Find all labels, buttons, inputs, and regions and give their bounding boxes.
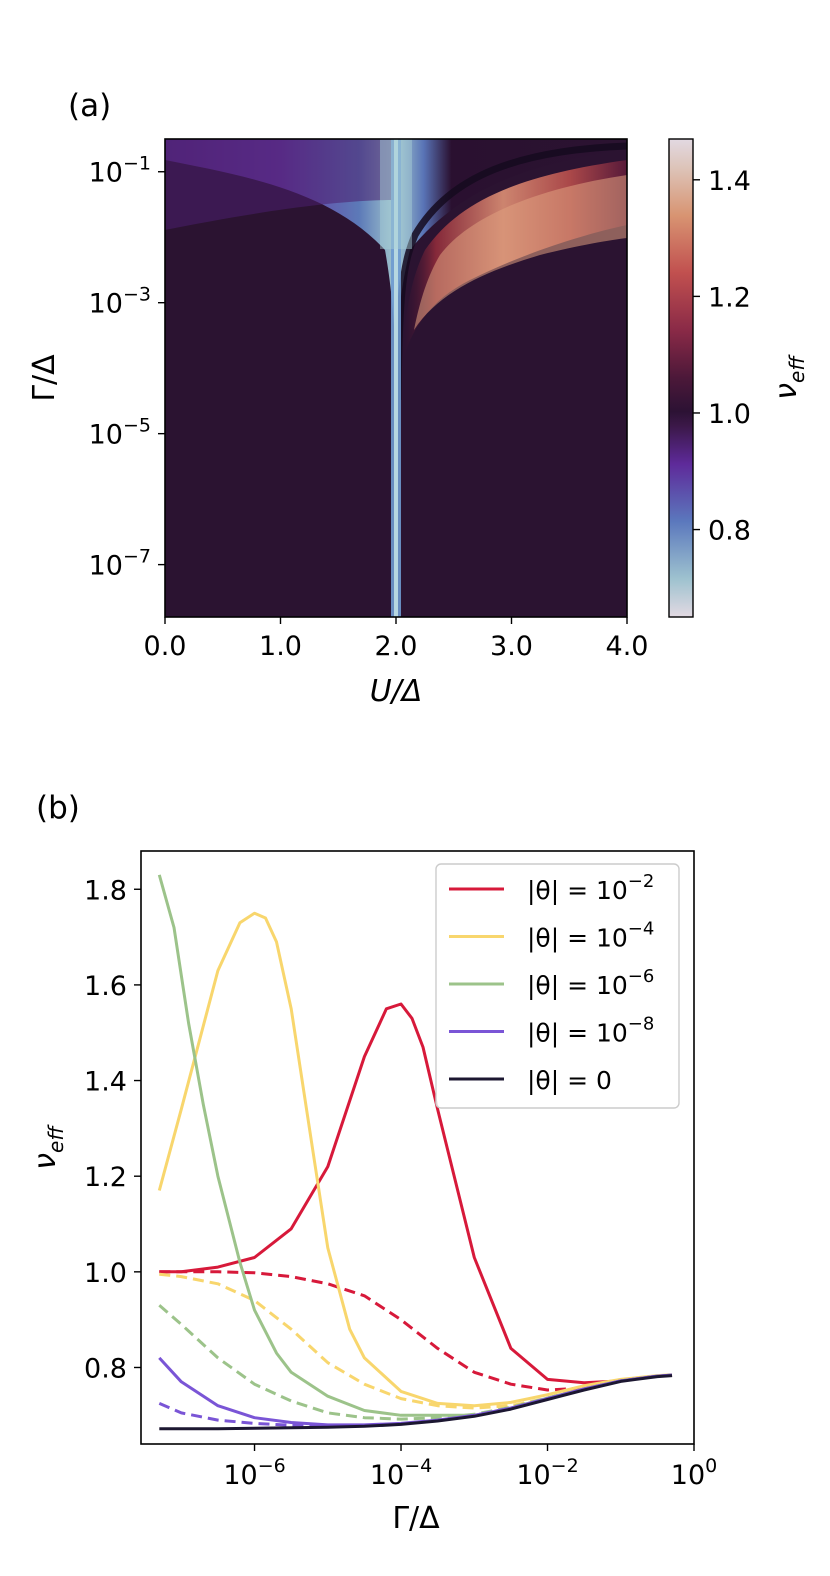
b-ytick-label: 1.8 (84, 875, 127, 906)
heatmap-center-stripe-core (394, 139, 398, 617)
panel-a-ylabel: Γ/Δ (27, 354, 62, 402)
a-xtick-label: 0.0 (144, 631, 187, 662)
series-line-theta-1e-4-solid (157, 911, 673, 1408)
legend-label-text: |θ| = 0 (527, 1066, 612, 1095)
colorbar-label-main: ν (769, 383, 804, 400)
panel-b: (b) 10−6 10−4 10−2 100 0.81.01.21.41.61.8 Γ… (28, 790, 717, 1536)
legend-label: |θ| = 10−8 (527, 1014, 654, 1048)
series-line-theta-1e-2-solid (159, 1002, 673, 1385)
a-ytick-label-base: 10 (89, 158, 123, 189)
a-ytick-label: 10−5 (89, 415, 151, 451)
b-xtick-label-exp: 0 (705, 1455, 717, 1477)
legend-label: |θ| = 0 (527, 1066, 612, 1095)
b-xtick-label-base: 10 (516, 1460, 550, 1491)
b-xtick-label-base: 10 (671, 1460, 705, 1491)
b-ytick-label: 1.2 (84, 1162, 127, 1193)
b-xtick-label: 10−4 (370, 1455, 432, 1491)
legend-label-exp: −8 (628, 1014, 655, 1035)
heatmap (165, 139, 627, 617)
panel-a-x-ticks: 0.0 1.0 2.0 3.0 4.0 (144, 617, 649, 662)
panel-a-xlabel: U/Δ (370, 674, 423, 709)
panel-b-y-ticks: 0.8 1.0 1.2 1.4 1.6 1.8 (84, 875, 141, 1384)
b-ytick-label: 0.8 (84, 1353, 127, 1384)
legend-entries: |θ| = 10−2|θ| = 10−4|θ| = 10−6|θ| = 10−8… (449, 871, 654, 1095)
heatmap-ridge-core (414, 175, 627, 330)
legend-label-text: |θ| = 10 (527, 924, 628, 953)
a-xtick-label: 1.0 (259, 631, 302, 662)
a-xtick-label: 2.0 (375, 631, 418, 662)
colorbar-label: νeff (769, 354, 809, 400)
colorbar-tick-label: 0.8 (708, 516, 751, 547)
a-ytick-label: 10−3 (89, 284, 151, 320)
panel-b-ylabel-main: ν (28, 1153, 63, 1170)
b-xtick-label-exp: −2 (551, 1455, 579, 1477)
b-ytick-label: 1.0 (84, 1258, 127, 1289)
b-xtick-label-base: 10 (223, 1460, 257, 1491)
series-line-theta-1e-2-dashed (159, 1270, 673, 1392)
legend-label: |θ| = 10−2 (527, 871, 654, 905)
b-xtick-label: 10−6 (223, 1455, 285, 1491)
heatmap-center-glow (380, 139, 412, 249)
b-xtick-label-exp: −4 (404, 1455, 432, 1477)
legend-label-text: |θ| = 10 (527, 1019, 628, 1048)
a-ytick-label-exp: −1 (123, 153, 151, 175)
colorbar (668, 138, 694, 618)
panel-b-label: (b) (36, 790, 80, 826)
legend-label-text: |θ| = 10 (527, 971, 628, 1000)
b-xtick-label: 100 (671, 1455, 717, 1491)
b-xtick-label-base: 10 (370, 1460, 404, 1491)
legend-label-exp: −4 (628, 919, 655, 940)
panel-a-y-ticks: 10−110−310−510−7 (89, 153, 165, 582)
a-ytick-label: 10−1 (89, 153, 151, 189)
colorbar-tick-label: 1.2 (708, 282, 751, 313)
legend-box (435, 863, 680, 1109)
panel-b-frame (140, 850, 695, 1445)
b-ytick-label: 1.6 (84, 971, 127, 1002)
a-ytick-label: 10−7 (89, 546, 151, 582)
a-ytick-label-exp: −7 (123, 546, 151, 568)
panel-b-x-ticks: 10−6 10−4 10−2 100 (223, 1444, 717, 1491)
colorbar-tick-label: 1.0 (708, 399, 751, 430)
series-line-theta-0-solid (159, 1374, 673, 1431)
a-ytick-label-base: 10 (89, 551, 123, 582)
panel-a-label: (a) (68, 88, 111, 124)
a-ytick-label-exp: −5 (123, 415, 151, 437)
a-ytick-label-base: 10 (89, 420, 123, 451)
legend: |θ| = 10−2|θ| = 10−4|θ| = 10−6|θ| = 10−8… (435, 863, 680, 1109)
b-xtick-label: 10−2 (516, 1455, 578, 1491)
panel-b-xlabel: Γ/Δ (392, 1501, 440, 1536)
colorbar-ticks: 0.8 1.0 1.2 1.4 (693, 166, 751, 547)
legend-label-exp: −6 (628, 966, 655, 987)
colorbar-label-sub: eff (785, 354, 809, 383)
legend-label-exp: −2 (628, 871, 655, 892)
b-ytick-label: 1.4 (84, 1067, 127, 1098)
a-xtick-label: 4.0 (606, 631, 649, 662)
b-xtick-label-exp: −6 (258, 1455, 286, 1477)
panel-b-ylabel-sub: eff (44, 1124, 68, 1153)
panel-a: (a) 0.0 1.0 2.0 3.0 4.0 10−110−310−510−7 U/Δ… (27, 88, 809, 709)
heatmap-left-purple (165, 139, 395, 230)
a-xtick-label: 3.0 (490, 631, 533, 662)
legend-label: |θ| = 10−6 (527, 966, 654, 1000)
panel-b-ylabel: νeff (28, 1124, 68, 1170)
a-ytick-label-exp: −3 (123, 284, 151, 306)
line-series-group (157, 874, 673, 1431)
a-ytick-label-base: 10 (89, 289, 123, 320)
colorbar-tick-label: 1.4 (708, 166, 751, 197)
legend-label: |θ| = 10−4 (527, 919, 654, 953)
legend-label-text: |θ| = 10 (527, 876, 628, 905)
